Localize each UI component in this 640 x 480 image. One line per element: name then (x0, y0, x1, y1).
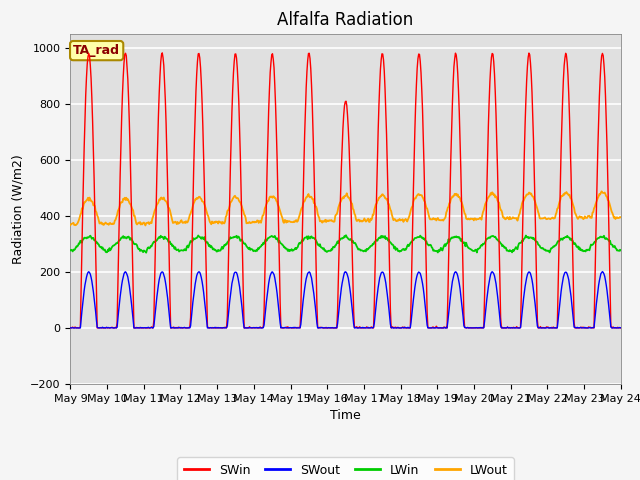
Y-axis label: Radiation (W/m2): Radiation (W/m2) (12, 154, 24, 264)
Text: TA_rad: TA_rad (73, 44, 120, 57)
Legend: SWin, SWout, LWin, LWout: SWin, SWout, LWin, LWout (177, 457, 514, 480)
Title: Alfalfa Radiation: Alfalfa Radiation (278, 11, 413, 29)
X-axis label: Time: Time (330, 409, 361, 422)
